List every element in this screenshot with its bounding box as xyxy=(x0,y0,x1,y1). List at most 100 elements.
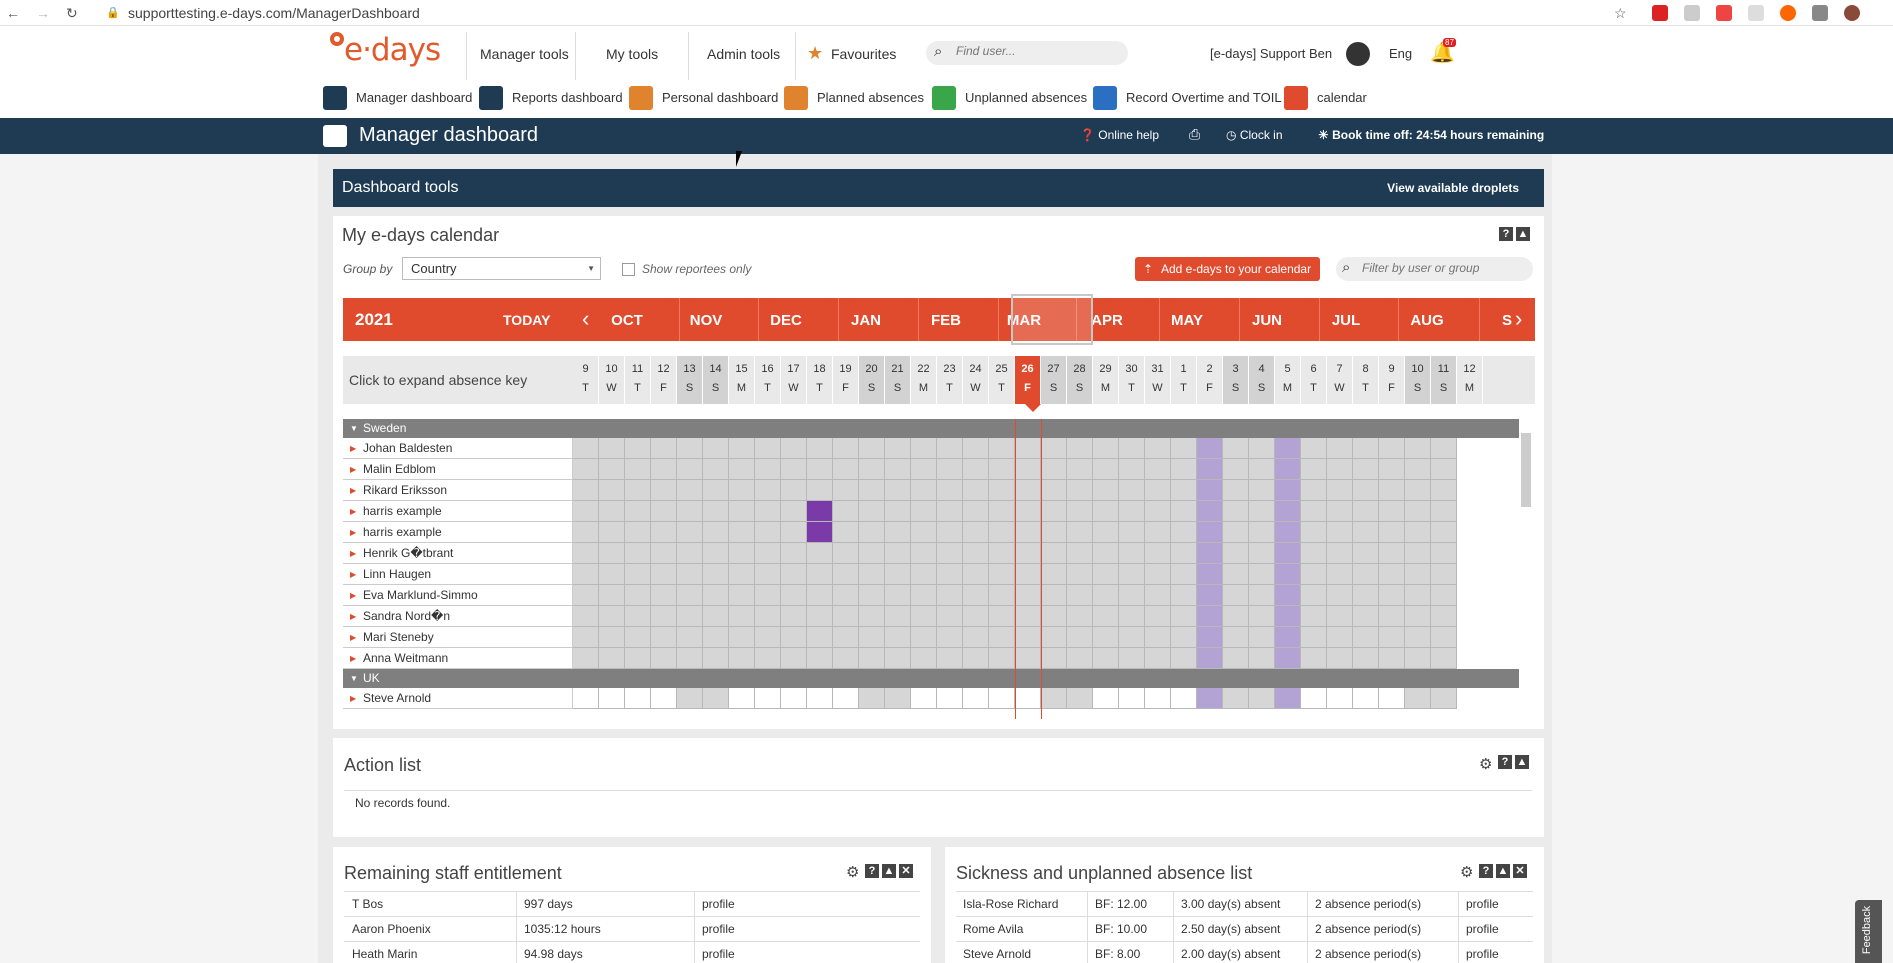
day-cell[interactable] xyxy=(599,606,625,627)
day-cell[interactable] xyxy=(1145,522,1171,543)
day-cell[interactable] xyxy=(833,501,859,522)
day-cell[interactable] xyxy=(963,438,989,459)
day-cell[interactable] xyxy=(1431,501,1457,522)
day-cell[interactable] xyxy=(1171,522,1197,543)
month-s[interactable]: S xyxy=(1501,312,1512,329)
day-cell[interactable] xyxy=(911,627,937,648)
day-cell[interactable] xyxy=(937,585,963,606)
day-cell[interactable] xyxy=(1223,606,1249,627)
day-cell[interactable] xyxy=(807,564,833,585)
day-cell[interactable] xyxy=(755,564,781,585)
day-cell[interactable] xyxy=(1275,688,1301,709)
day-cell[interactable] xyxy=(625,459,651,480)
day-cell[interactable] xyxy=(989,627,1015,648)
day-cell[interactable] xyxy=(755,648,781,669)
day-cell[interactable] xyxy=(1405,480,1431,501)
day-cell[interactable] xyxy=(833,459,859,480)
language-selector[interactable]: Eng xyxy=(1389,46,1413,61)
day-column[interactable]: 14 S xyxy=(703,356,729,404)
day-cell[interactable] xyxy=(703,627,729,648)
day-cell[interactable] xyxy=(807,459,833,480)
day-cell[interactable] xyxy=(1041,501,1067,522)
extension-icon[interactable] xyxy=(1748,5,1764,21)
month-mar[interactable]: MAR xyxy=(1006,312,1042,329)
online-help-link[interactable]: ❓ Online help xyxy=(1080,128,1159,142)
day-cell[interactable] xyxy=(807,438,833,459)
day-cell[interactable] xyxy=(1379,522,1405,543)
day-cell[interactable] xyxy=(599,480,625,501)
day-cell[interactable] xyxy=(1249,648,1275,669)
day-cell[interactable] xyxy=(885,606,911,627)
day-cell[interactable] xyxy=(703,648,729,669)
day-cell[interactable] xyxy=(1249,606,1275,627)
day-cell[interactable] xyxy=(1223,564,1249,585)
day-cell[interactable] xyxy=(677,522,703,543)
day-cell[interactable] xyxy=(963,480,989,501)
day-column[interactable]: 13 S xyxy=(677,356,703,404)
day-cell[interactable] xyxy=(573,459,599,480)
day-cell[interactable] xyxy=(677,564,703,585)
day-cell[interactable] xyxy=(573,522,599,543)
day-cell[interactable] xyxy=(885,585,911,606)
day-cell[interactable] xyxy=(573,564,599,585)
day-cell[interactable] xyxy=(1093,606,1119,627)
day-column[interactable]: 12 F xyxy=(651,356,677,404)
day-cell[interactable] xyxy=(729,564,755,585)
day-cell[interactable] xyxy=(963,585,989,606)
profile-link[interactable]: profile xyxy=(1466,897,1499,911)
grid-scrollbar[interactable] xyxy=(1519,419,1533,719)
day-cell[interactable] xyxy=(807,627,833,648)
day-cell[interactable] xyxy=(573,688,599,709)
day-cell[interactable] xyxy=(599,459,625,480)
day-cell[interactable] xyxy=(1249,522,1275,543)
day-cell[interactable] xyxy=(1145,627,1171,648)
chevron-right-icon[interactable]: › xyxy=(1515,306,1523,331)
day-cell[interactable] xyxy=(807,606,833,627)
day-cell[interactable] xyxy=(755,480,781,501)
person-row[interactable]: ▶ Rikard Eriksson xyxy=(343,480,573,501)
day-cell[interactable] xyxy=(1353,501,1379,522)
day-cell[interactable] xyxy=(1431,627,1457,648)
bell-icon[interactable]: 🔔 xyxy=(1430,42,1455,64)
day-cell[interactable] xyxy=(1275,480,1301,501)
day-cell[interactable] xyxy=(1093,543,1119,564)
day-cell[interactable] xyxy=(1301,688,1327,709)
shortcut-planned-absences[interactable]: Planned absences xyxy=(784,84,924,112)
day-cell[interactable] xyxy=(911,438,937,459)
person-row[interactable]: ▶ Sandra Nord�n xyxy=(343,606,573,627)
day-cell[interactable] xyxy=(1119,459,1145,480)
show-reportees-checkbox[interactable] xyxy=(622,263,635,276)
day-cell[interactable] xyxy=(1041,606,1067,627)
day-cell[interactable] xyxy=(599,688,625,709)
person-row[interactable]: ▶ Linn Haugen xyxy=(343,564,573,585)
day-cell[interactable] xyxy=(703,480,729,501)
day-cell[interactable] xyxy=(1379,606,1405,627)
day-cell[interactable] xyxy=(1249,459,1275,480)
day-cell[interactable] xyxy=(1405,564,1431,585)
day-cell[interactable] xyxy=(1067,459,1093,480)
day-cell[interactable] xyxy=(625,522,651,543)
day-cell[interactable] xyxy=(859,648,885,669)
day-cell[interactable] xyxy=(625,606,651,627)
day-cell[interactable] xyxy=(1275,564,1301,585)
day-cell[interactable] xyxy=(1327,480,1353,501)
day-cell[interactable] xyxy=(807,585,833,606)
day-cell[interactable] xyxy=(1041,459,1067,480)
day-cell[interactable] xyxy=(885,501,911,522)
day-cell[interactable] xyxy=(729,648,755,669)
person-row[interactable]: ▶ harris example xyxy=(343,522,573,543)
day-cell[interactable] xyxy=(1145,501,1171,522)
view-droplets-button[interactable]: View available droplets xyxy=(1387,181,1519,195)
day-cell[interactable] xyxy=(1197,648,1223,669)
group-header-sweden[interactable]: ▼ Sweden xyxy=(343,419,1519,438)
day-cell[interactable] xyxy=(1119,688,1145,709)
day-cell[interactable] xyxy=(1067,438,1093,459)
day-cell[interactable] xyxy=(1223,648,1249,669)
day-cell[interactable] xyxy=(1015,585,1041,606)
day-cell[interactable] xyxy=(1067,564,1093,585)
day-cell[interactable] xyxy=(911,585,937,606)
find-user-input[interactable] xyxy=(956,44,1116,58)
day-cell[interactable] xyxy=(1119,627,1145,648)
day-cell[interactable] xyxy=(677,543,703,564)
day-cell[interactable] xyxy=(833,564,859,585)
